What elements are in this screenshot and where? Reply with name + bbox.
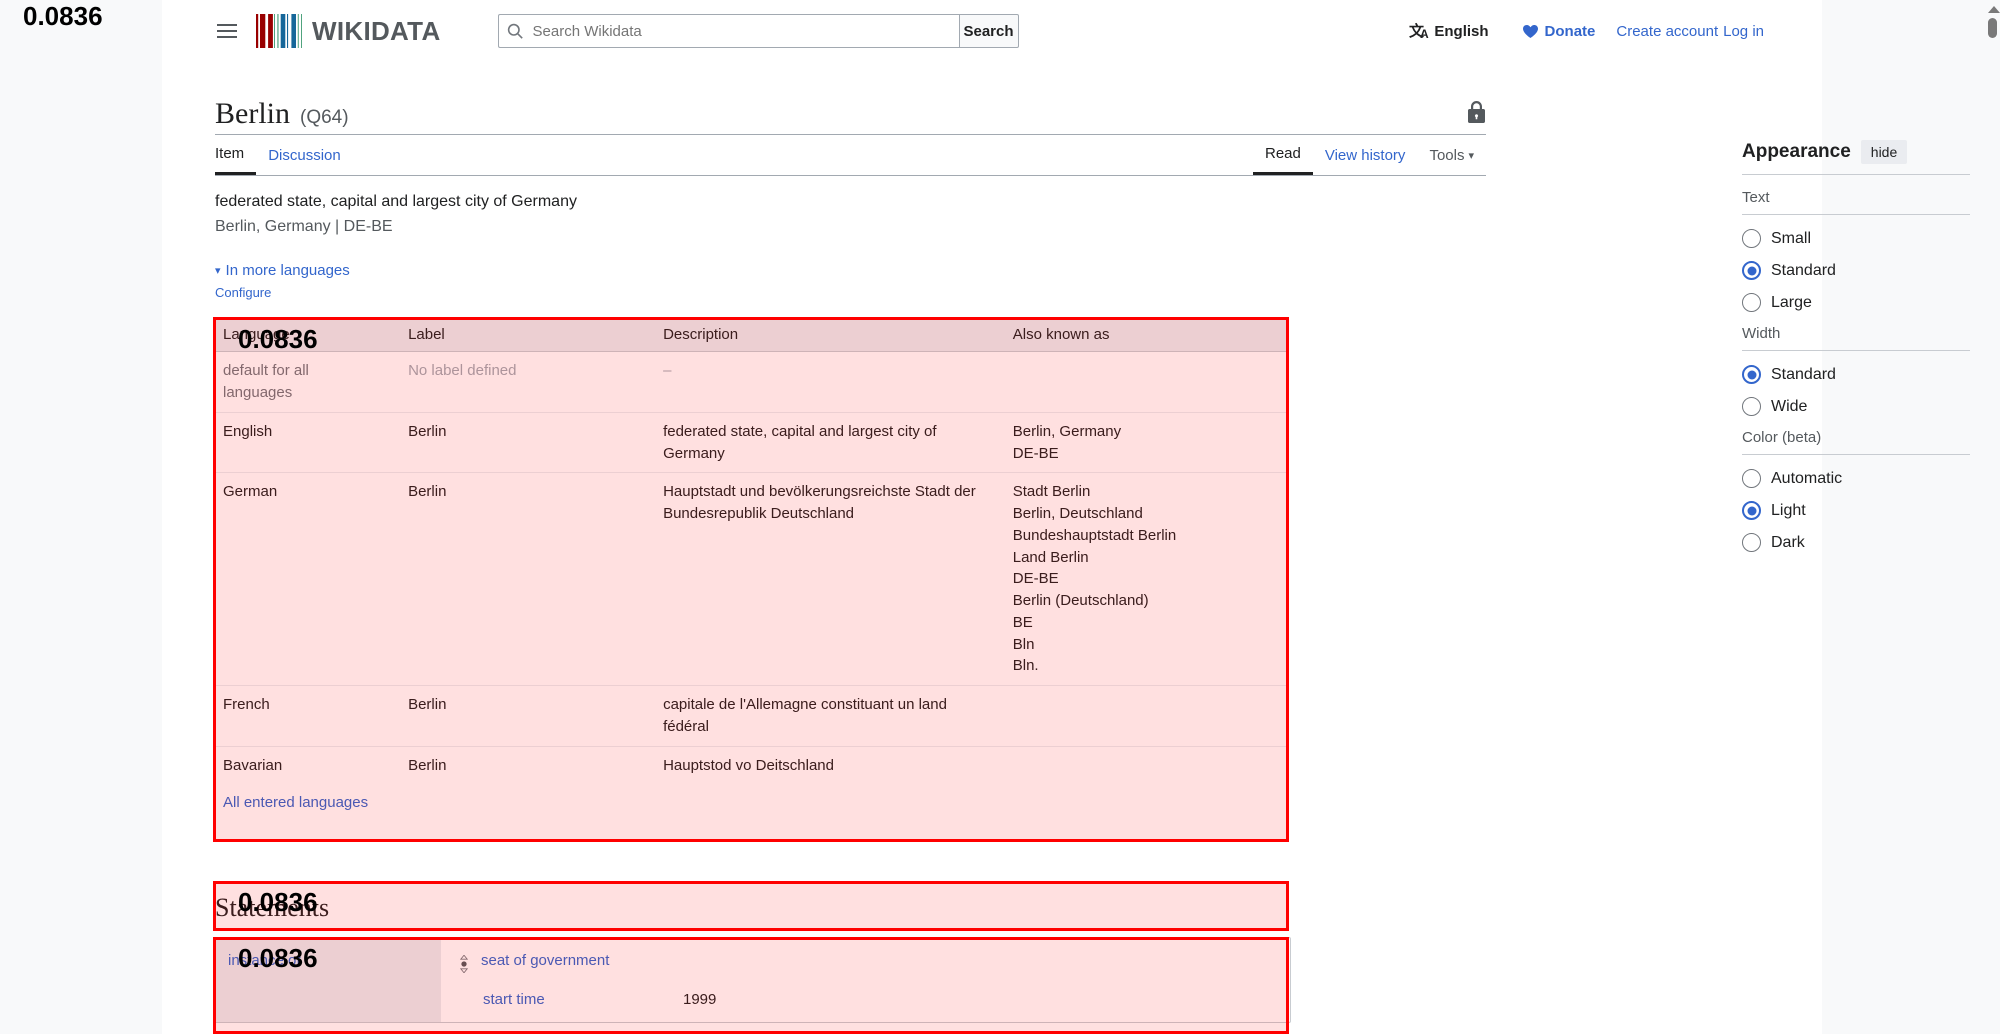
- svg-text:A: A: [1420, 27, 1429, 40]
